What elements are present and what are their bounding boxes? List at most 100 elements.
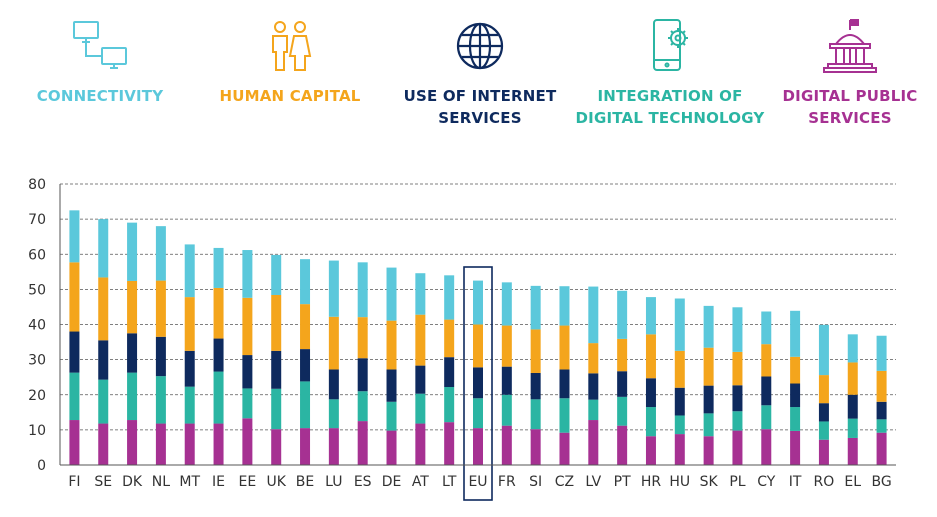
- bar-segment: [559, 325, 570, 370]
- bar-segment: [761, 311, 772, 345]
- legend-item-integration-of-digital-technology: INTEGRATION OF DIGITAL TECHNOLOGY: [570, 0, 770, 129]
- x-tick-label: SK: [700, 474, 719, 490]
- x-tick-label: EE: [239, 474, 257, 490]
- bar-segment: [847, 334, 858, 363]
- y-tick-label: 30: [28, 353, 46, 369]
- bar-segment: [69, 210, 80, 263]
- legend-label: HUMAN CAPITAL: [219, 87, 361, 105]
- bar-segment: [69, 420, 80, 465]
- bar-segment: [588, 399, 599, 421]
- bar-segment: [674, 434, 685, 465]
- x-tick-label: EU: [468, 474, 487, 490]
- x-tick-label: CZ: [555, 474, 574, 490]
- bar-segment: [473, 428, 483, 465]
- legend-item-connectivity: CONNECTIVITY: [20, 0, 180, 107]
- bar-segment: [818, 403, 829, 422]
- bar-segment: [444, 319, 455, 358]
- x-tick-label: HR: [641, 474, 662, 490]
- bar-segment: [732, 430, 743, 465]
- bar-segment: [271, 294, 282, 351]
- bar-segment: [617, 371, 628, 397]
- bar-segment: [617, 338, 628, 372]
- bar-segment: [184, 244, 195, 298]
- eu-highlight-box: [463, 266, 493, 501]
- bar-segment: [501, 425, 512, 465]
- bar-segment: [703, 305, 714, 348]
- bar-segment: [415, 273, 426, 315]
- legend-label: DIGITAL PUBLIC SERVICES: [782, 87, 918, 127]
- bar-segment: [559, 432, 570, 465]
- bar-segment: [357, 358, 368, 392]
- bar-segment: [473, 324, 483, 368]
- bar-segment: [415, 423, 426, 465]
- bar-segment: [213, 287, 224, 339]
- y-tick-label: 70: [28, 212, 46, 228]
- bars: [69, 210, 887, 465]
- bar-segment: [674, 415, 685, 435]
- bar-segment: [617, 425, 628, 465]
- bar-segment: [300, 349, 311, 382]
- bar-segment: [271, 350, 282, 389]
- legend-label: INTEGRATION OF DIGITAL TECHNOLOGY: [575, 87, 765, 127]
- bar-segment: [761, 405, 772, 430]
- bar-segment: [530, 399, 541, 430]
- bar-segment: [501, 325, 512, 367]
- bar-segment: [674, 298, 685, 351]
- bar-segment: [473, 398, 483, 429]
- bar-segment: [645, 378, 656, 408]
- bar-segment: [559, 398, 570, 433]
- bar-segment: [328, 399, 339, 429]
- bar-segment: [98, 340, 109, 380]
- bar-segment: [761, 376, 772, 406]
- bar-segment: [415, 314, 426, 366]
- bar-segment: [761, 344, 772, 377]
- bar-segment: [386, 320, 397, 370]
- bar-segment: [501, 282, 512, 326]
- x-axis: FI SE DK NL MT IE EE UK BE LU ES DE AT LT EU FR SI CZ LV PT…: [60, 266, 896, 501]
- bar-segment: [530, 285, 541, 330]
- bar-segment: [674, 350, 685, 388]
- bar-segment: [415, 365, 426, 394]
- bar-segment: [213, 247, 224, 288]
- x-tick-label: IT: [789, 474, 802, 490]
- legend-label: USE OF INTERNET SERVICES: [403, 87, 557, 127]
- bar-segment: [530, 329, 541, 373]
- legend-item-digital-public-services: DIGITAL PUBLIC SERVICES: [775, 0, 925, 129]
- bar-segment: [98, 379, 109, 424]
- x-tick-label: RO: [814, 474, 835, 490]
- bar-segment: [271, 388, 282, 430]
- bar-segment: [588, 420, 599, 465]
- bar-segment: [876, 335, 887, 371]
- bar-segment: [501, 394, 512, 426]
- bar-segment: [357, 317, 368, 359]
- bar-segment: [790, 383, 801, 408]
- bar-segment: [847, 418, 858, 438]
- bar-segment: [127, 333, 138, 373]
- x-tick-label: MT: [179, 474, 200, 490]
- bar-segment: [184, 423, 195, 465]
- bar-segment: [876, 370, 887, 402]
- gridlines: [60, 183, 896, 431]
- bar-segment: [444, 387, 455, 423]
- x-tick-label: LU: [325, 474, 342, 490]
- y-tick-label: 50: [28, 282, 46, 298]
- x-tick-label: LT: [442, 474, 457, 490]
- bar-segment: [530, 372, 541, 400]
- bar-segment: [790, 430, 801, 465]
- bar-segment: [732, 307, 743, 352]
- bar-segment: [386, 369, 397, 402]
- bar-segment: [300, 381, 311, 429]
- bar-segment: [790, 407, 801, 431]
- bar-segment: [501, 366, 512, 395]
- bar-segment: [674, 387, 685, 416]
- bar-segment: [818, 375, 829, 404]
- bar-segment: [300, 304, 311, 350]
- bar-segment: [300, 259, 311, 305]
- bar-segment: [357, 421, 368, 465]
- x-tick-label: CY: [757, 474, 776, 490]
- bar-segment: [300, 428, 311, 465]
- x-tick-label: EL: [844, 474, 861, 490]
- people-icon: [272, 21, 312, 71]
- y-tick-label: 10: [28, 423, 46, 439]
- bar-segment: [761, 429, 772, 465]
